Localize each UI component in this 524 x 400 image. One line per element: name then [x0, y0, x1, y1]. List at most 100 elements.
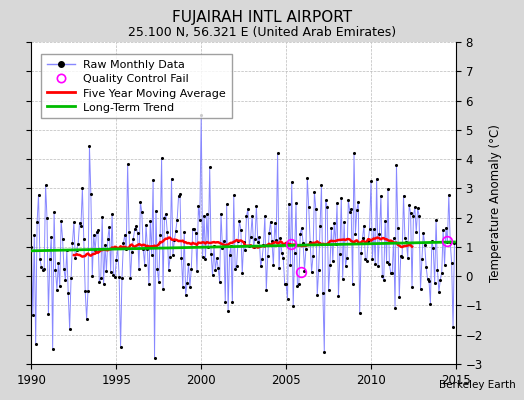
Point — [377, 193, 385, 199]
Point — [176, 191, 184, 198]
Point — [233, 263, 241, 269]
Point — [170, 237, 179, 244]
Point — [66, 326, 74, 332]
Point — [72, 247, 81, 254]
Point — [115, 274, 123, 281]
Point — [398, 254, 406, 260]
Point — [165, 267, 173, 273]
Point — [135, 266, 143, 272]
Point — [62, 247, 71, 253]
Point — [449, 324, 457, 330]
Point — [159, 286, 167, 292]
Point — [64, 290, 72, 296]
Point — [364, 238, 373, 245]
Point — [403, 254, 412, 261]
Point — [46, 256, 54, 262]
Point — [101, 242, 109, 248]
Point — [37, 264, 46, 270]
Point — [162, 210, 170, 217]
Point — [40, 266, 48, 272]
Point — [74, 241, 82, 247]
Point — [53, 287, 61, 293]
Point — [213, 255, 221, 262]
Point — [326, 262, 334, 269]
Point — [392, 162, 401, 168]
Point — [336, 250, 344, 257]
Point — [383, 258, 391, 265]
Point — [298, 225, 306, 231]
Point — [27, 244, 36, 250]
Point — [411, 204, 419, 211]
Point — [139, 246, 147, 252]
Point — [122, 246, 130, 252]
Point — [438, 269, 446, 276]
Point — [220, 238, 228, 244]
Point — [327, 225, 335, 232]
Point — [418, 256, 426, 262]
Point — [332, 241, 340, 247]
Point — [153, 266, 161, 272]
Point — [312, 205, 320, 212]
Point — [367, 178, 375, 184]
Point — [399, 192, 408, 199]
Point — [428, 238, 436, 245]
Point — [303, 175, 312, 181]
Point — [258, 256, 266, 262]
Point — [347, 206, 355, 213]
Point — [241, 246, 249, 253]
Point — [368, 256, 377, 262]
Point — [157, 155, 166, 161]
Point — [199, 254, 207, 260]
Legend: Raw Monthly Data, Quality Control Fail, Five Year Moving Average, Long-Term Tren: Raw Monthly Data, Quality Control Fail, … — [41, 54, 232, 118]
Point — [77, 222, 85, 229]
Point — [320, 349, 329, 356]
Text: FUJAIRAH INTL AIRPORT: FUJAIRAH INTL AIRPORT — [172, 10, 352, 25]
Point — [344, 197, 353, 204]
Point — [444, 192, 453, 198]
Point — [314, 267, 323, 274]
Point — [146, 218, 155, 224]
Point — [310, 189, 319, 196]
Point — [91, 247, 99, 253]
Point — [402, 238, 411, 245]
Point — [280, 280, 289, 287]
Point — [385, 261, 394, 268]
Point — [29, 312, 37, 318]
Point — [296, 230, 304, 237]
Point — [221, 299, 230, 306]
Point — [194, 203, 203, 210]
Point — [184, 260, 193, 267]
Point — [324, 286, 333, 293]
Point — [417, 286, 425, 292]
Point — [147, 251, 156, 258]
Point — [255, 234, 264, 240]
Point — [358, 235, 367, 241]
Point — [129, 236, 137, 242]
Point — [381, 217, 389, 224]
Point — [433, 267, 442, 274]
Point — [41, 182, 50, 188]
Point — [309, 253, 317, 260]
Point — [128, 248, 136, 255]
Point — [294, 281, 303, 288]
Point — [60, 266, 68, 272]
Point — [447, 260, 456, 266]
Point — [44, 310, 52, 317]
Point — [252, 203, 260, 210]
Point — [223, 201, 231, 207]
Point — [174, 193, 183, 199]
Point — [95, 279, 104, 286]
Point — [118, 274, 126, 281]
Point — [283, 296, 292, 302]
Point — [286, 262, 294, 268]
Point — [189, 226, 197, 232]
Point — [228, 299, 236, 306]
Point — [163, 229, 171, 235]
Point — [187, 266, 195, 272]
Point — [56, 283, 64, 289]
Point — [272, 236, 280, 243]
Point — [126, 275, 135, 282]
Point — [391, 305, 399, 311]
Point — [179, 284, 187, 290]
Point — [98, 214, 106, 220]
